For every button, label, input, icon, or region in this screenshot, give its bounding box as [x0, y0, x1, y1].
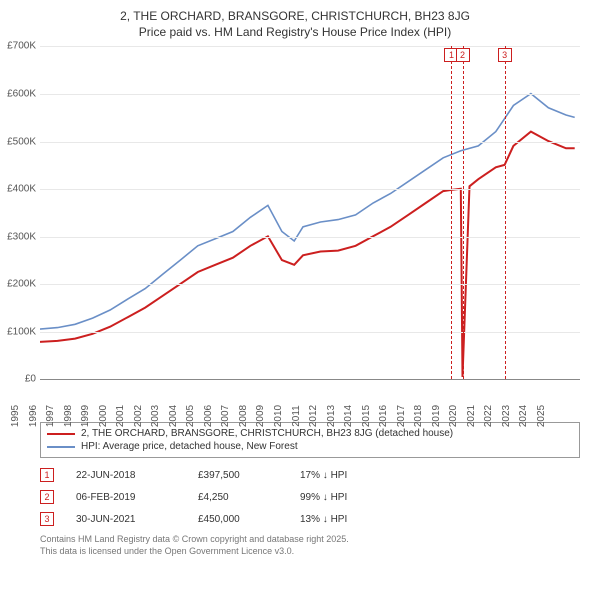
y-axis-label: £300K	[2, 231, 36, 242]
event-marker-line	[463, 46, 464, 379]
legend-row: HPI: Average price, detached house, New …	[47, 440, 573, 453]
legend-row: 2, THE ORCHARD, BRANSGORE, CHRISTCHURCH,…	[47, 427, 573, 440]
event-table: 1 22-JUN-2018 £397,500 17% ↓ HPI 2 06-FEB-201…	[40, 464, 580, 530]
event-row: 3 30-JUN-2021 £450,000 13% ↓ HPI	[40, 508, 580, 530]
title-line-2: Price paid vs. HM Land Registry's House …	[0, 24, 590, 40]
event-diff: 13% ↓ HPI	[300, 514, 390, 525]
event-badge: 2	[40, 490, 54, 504]
event-marker-badge: 3	[498, 48, 512, 62]
series-property	[40, 132, 575, 377]
y-axis-label: £700K	[2, 41, 36, 52]
title-line-1: 2, THE ORCHARD, BRANSGORE, CHRISTCHURCH,…	[0, 8, 590, 24]
y-gridline	[40, 284, 580, 285]
event-badge: 3	[40, 512, 54, 526]
event-date: 30-JUN-2021	[76, 514, 176, 525]
event-price: £4,250	[198, 492, 278, 503]
event-date: 22-JUN-2018	[76, 470, 176, 481]
event-marker-badge: 2	[456, 48, 470, 62]
legend-swatch	[47, 433, 75, 435]
y-axis-label: £500K	[2, 136, 36, 147]
y-gridline	[40, 189, 580, 190]
chart-area: £0£100K£200K£300K£400K£500K£600K£700K123…	[4, 46, 590, 416]
y-gridline	[40, 332, 580, 333]
event-row: 2 06-FEB-2019 £4,250 99% ↓ HPI	[40, 486, 580, 508]
event-price: £450,000	[198, 514, 278, 525]
y-axis-label: £600K	[2, 88, 36, 99]
plot-region: £0£100K£200K£300K£400K£500K£600K£700K123	[40, 46, 580, 380]
legend-swatch	[47, 446, 75, 448]
y-axis-label: £0	[2, 374, 36, 385]
footer-line-2: This data is licensed under the Open Gov…	[40, 546, 580, 558]
event-badge: 1	[40, 468, 54, 482]
legend-label: HPI: Average price, detached house, New …	[81, 441, 298, 452]
event-marker-line	[451, 46, 452, 379]
event-date: 06-FEB-2019	[76, 492, 176, 503]
y-gridline	[40, 237, 580, 238]
footer-line-1: Contains HM Land Registry data © Crown c…	[40, 534, 580, 546]
y-axis-label: £200K	[2, 279, 36, 290]
footer: Contains HM Land Registry data © Crown c…	[40, 534, 580, 557]
legend-label: 2, THE ORCHARD, BRANSGORE, CHRISTCHURCH,…	[81, 428, 453, 439]
x-axis-label: 2025	[536, 405, 566, 427]
series-hpi	[40, 94, 575, 330]
chart-container: 2, THE ORCHARD, BRANSGORE, CHRISTCHURCH,…	[0, 0, 600, 590]
legend: 2, THE ORCHARD, BRANSGORE, CHRISTCHURCH,…	[40, 422, 580, 458]
y-gridline	[40, 142, 580, 143]
title-block: 2, THE ORCHARD, BRANSGORE, CHRISTCHURCH,…	[0, 8, 590, 40]
event-row: 1 22-JUN-2018 £397,500 17% ↓ HPI	[40, 464, 580, 486]
y-gridline	[40, 94, 580, 95]
event-diff: 99% ↓ HPI	[300, 492, 390, 503]
y-axis-label: £400K	[2, 184, 36, 195]
line-svg	[40, 46, 580, 379]
event-marker-line	[505, 46, 506, 379]
y-gridline	[40, 46, 580, 47]
y-axis-label: £100K	[2, 326, 36, 337]
event-diff: 17% ↓ HPI	[300, 470, 390, 481]
event-price: £397,500	[198, 470, 278, 481]
